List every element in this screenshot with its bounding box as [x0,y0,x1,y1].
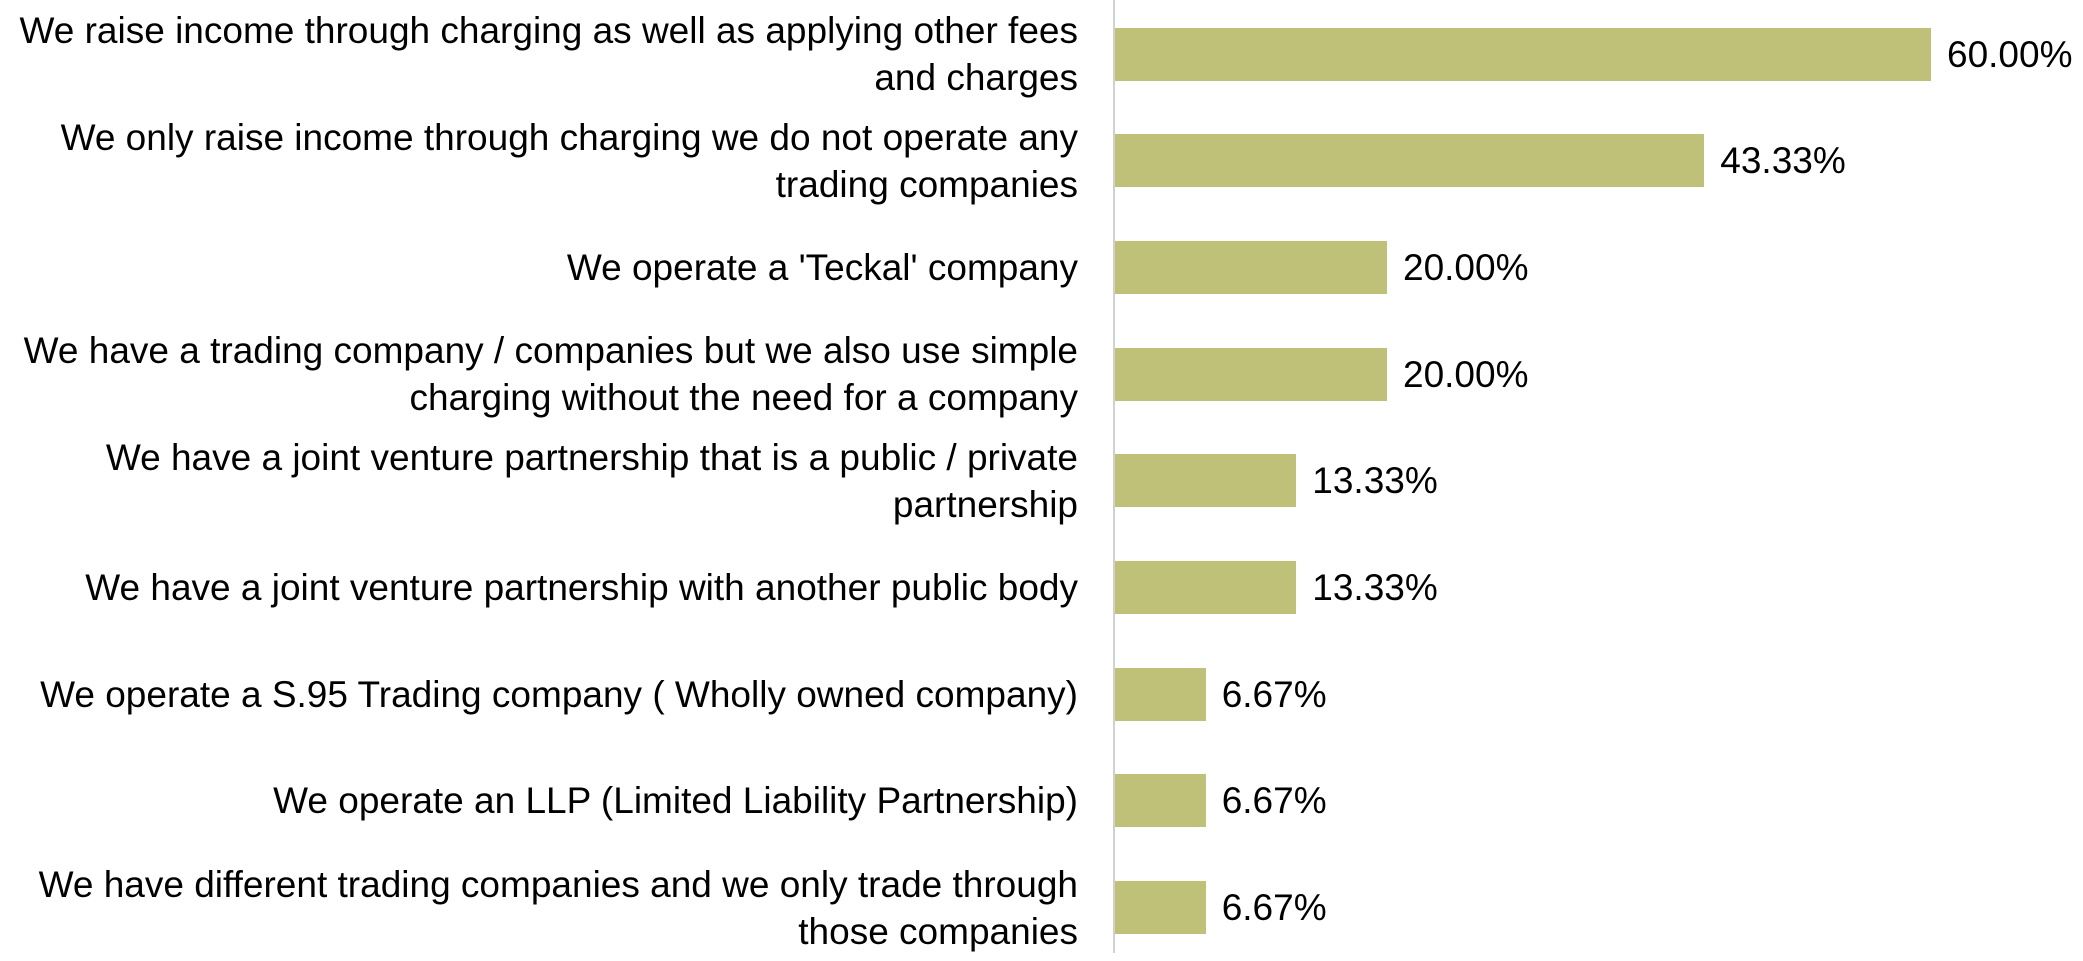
data-label: 20.00% [1403,246,1529,288]
data-label: 20.00% [1403,353,1529,395]
category-label: We operate an LLP (Limited Liability Par… [273,780,1078,822]
category-label: We operate a 'Teckal' company [566,246,1078,288]
data-label: 6.67% [1221,673,1327,715]
category-label: We have different trading companies and … [38,863,1078,952]
axis-line [1113,0,1115,953]
bar [1115,774,1206,828]
bar [1115,881,1206,935]
category-label: We have a joint venture partnership with… [85,567,1078,608]
bar [1115,347,1387,401]
bar [1115,561,1297,614]
data-label: 13.33% [1312,460,1438,502]
data-label: 6.67% [1221,780,1327,822]
data-label: 43.33% [1720,140,1846,182]
bar [1115,27,1931,81]
bar [1115,454,1297,508]
bar [1115,240,1387,294]
category-label: We only raise income through charging we… [60,116,1078,205]
data-label: 13.33% [1312,567,1438,608]
data-label: 60.00% [1947,33,2073,75]
category-label: We operate a S.95 Trading company ( Whol… [40,673,1078,715]
category-label: We raise income through charging as well… [19,10,1078,98]
bar [1115,134,1705,188]
data-label: 6.67% [1221,887,1327,929]
bar [1115,667,1206,721]
category-label: We have a joint venture partnership that… [105,436,1078,525]
category-label: We have a trading company / companies bu… [23,330,1078,419]
